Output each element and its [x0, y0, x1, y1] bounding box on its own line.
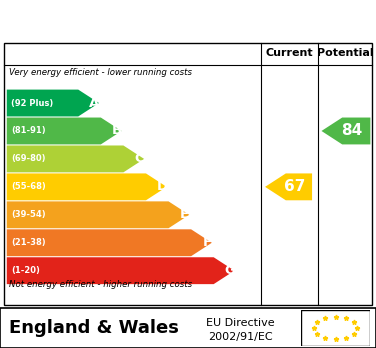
- Text: Current: Current: [266, 48, 313, 58]
- Polygon shape: [7, 118, 121, 144]
- Text: 67: 67: [284, 179, 305, 195]
- Text: (1-20): (1-20): [11, 266, 40, 275]
- Text: (69-80): (69-80): [11, 155, 46, 164]
- Text: (92 Plus): (92 Plus): [11, 98, 53, 108]
- Text: F: F: [203, 236, 212, 249]
- Text: (39-54): (39-54): [11, 210, 46, 219]
- Text: D: D: [157, 180, 168, 193]
- Polygon shape: [7, 145, 144, 172]
- Text: EU Directive: EU Directive: [206, 318, 275, 328]
- Polygon shape: [7, 173, 167, 200]
- Polygon shape: [265, 173, 312, 200]
- Text: 84: 84: [341, 124, 363, 139]
- Polygon shape: [7, 201, 189, 228]
- Text: C: C: [135, 152, 144, 165]
- Text: (55-68): (55-68): [11, 182, 46, 191]
- Polygon shape: [7, 257, 234, 284]
- Text: B: B: [112, 125, 122, 137]
- Text: (81-91): (81-91): [11, 126, 46, 135]
- Text: (21-38): (21-38): [11, 238, 46, 247]
- Text: England & Wales: England & Wales: [9, 319, 179, 337]
- Polygon shape: [321, 118, 370, 144]
- Text: E: E: [180, 208, 190, 221]
- Text: Very energy efficient - lower running costs: Very energy efficient - lower running co…: [9, 68, 193, 77]
- Text: Not energy efficient - higher running costs: Not energy efficient - higher running co…: [9, 280, 193, 289]
- Text: A: A: [89, 96, 100, 110]
- Polygon shape: [7, 229, 212, 256]
- Text: Energy Efficiency Rating: Energy Efficiency Rating: [59, 10, 317, 30]
- Text: 2002/91/EC: 2002/91/EC: [208, 332, 273, 342]
- Polygon shape: [7, 89, 99, 117]
- Text: Potential: Potential: [317, 48, 373, 58]
- Text: G: G: [224, 264, 235, 277]
